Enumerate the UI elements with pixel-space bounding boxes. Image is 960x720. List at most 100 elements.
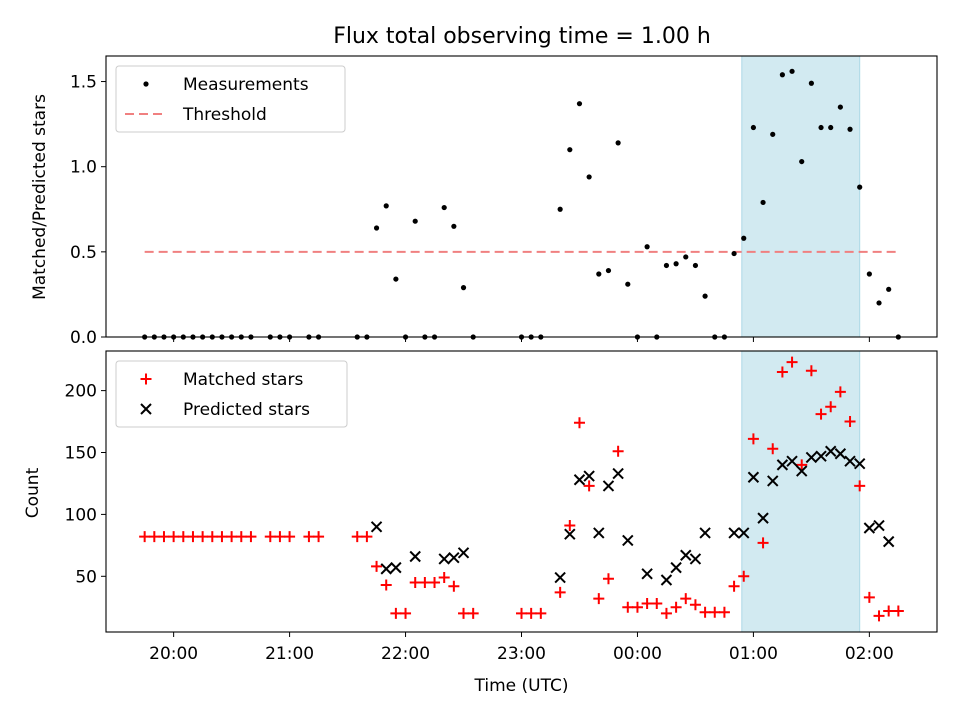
measurement-point: [412, 218, 418, 224]
predicted-point: [738, 527, 750, 539]
predicted-point: [622, 534, 634, 547]
predicted-point: [448, 552, 460, 564]
legend-box: [115, 360, 348, 428]
measurement-point: [828, 124, 834, 131]
legend-label: Predicted stars: [183, 400, 310, 420]
matched-point: [834, 386, 846, 398]
predicted-point: [380, 563, 392, 575]
matched-point: [863, 591, 875, 603]
y-tick-label: 200: [65, 382, 97, 402]
chart-title: Flux total observing time = 1.00 h: [333, 24, 711, 49]
predicted-point: [612, 467, 624, 480]
matched-point: [699, 606, 711, 618]
measurement-point: [886, 286, 892, 292]
legend-label: Matched stars: [183, 370, 303, 390]
measurement-point: [702, 293, 708, 299]
matched-point: [564, 520, 576, 532]
x-tick-label: 22:00: [381, 644, 430, 664]
y-tick-label: 0.0: [70, 328, 97, 348]
predicted-point: [825, 445, 837, 457]
measurement-point: [683, 254, 689, 260]
measurement-point: [596, 271, 602, 277]
matched-point: [631, 601, 643, 613]
matched-point: [573, 417, 585, 429]
matched-point: [873, 610, 885, 622]
measurement-point: [692, 262, 699, 269]
measurement-point: [770, 131, 776, 137]
matched-point: [805, 365, 817, 377]
measurement-point: [837, 104, 843, 110]
matched-point: [689, 599, 701, 611]
series-predicted-stars: [370, 445, 895, 586]
predicted-point: [747, 471, 760, 483]
matched-point: [303, 531, 315, 543]
count-panel: 50 100 150 200 20:00 21:00 22:00 23:00 00:00 01:0…: [23, 350, 938, 696]
measurement-point: [460, 285, 467, 291]
matched-point: [274, 531, 286, 543]
legend-box: [115, 65, 346, 133]
predicted-point: [573, 474, 586, 486]
predicted-point: [438, 553, 450, 565]
predicted-point: [457, 547, 470, 559]
x-tick-label: 23:00: [497, 644, 546, 664]
x-tick-label: 00:00: [613, 644, 662, 664]
matched-point: [390, 607, 402, 619]
predicted-point: [554, 571, 566, 584]
measurement-point: [557, 206, 563, 212]
measurement-point: [393, 276, 399, 282]
x-tick-label: 20:00: [149, 644, 198, 664]
matched-point: [448, 580, 460, 592]
matched-point: [796, 459, 808, 471]
x-axis-label: Time (UTC): [474, 676, 569, 696]
x-tick-label: 21:00: [265, 644, 314, 664]
measurement-point: [567, 147, 573, 153]
matched-point: [854, 480, 866, 492]
y-tick-label: 50: [75, 567, 97, 587]
predicted-point: [873, 519, 885, 532]
predicted-point: [815, 450, 827, 462]
legend-marker: [143, 81, 149, 87]
matched-point: [535, 607, 547, 619]
y-tick-label: 1.5: [70, 73, 97, 93]
measurement-point: [789, 68, 795, 74]
matched-point: [361, 531, 373, 543]
matched-point: [264, 531, 276, 543]
predicted-point: [882, 535, 895, 548]
measurement-point: [808, 80, 814, 86]
predicted-point: [805, 451, 818, 464]
matched-point: [245, 531, 257, 543]
matched-point: [602, 573, 614, 585]
predicted-point: [863, 522, 876, 534]
matched-point: [554, 586, 566, 598]
matched-point: [371, 560, 383, 572]
legend-label: Threshold: [182, 105, 267, 125]
matched-point: [892, 605, 904, 617]
x-tick-label: 02:00: [845, 644, 894, 664]
measurement-point: [586, 174, 592, 180]
predicted-point: [409, 550, 421, 563]
measurement-point: [731, 250, 737, 257]
legend-marker: [140, 373, 152, 385]
ratio-panel: 0.0 0.5 1.0 1.5 Matched/Predicted stars Measu…: [30, 55, 938, 348]
predicted-point: [564, 528, 576, 540]
measurement-point: [615, 140, 621, 146]
legend-label: Measurements: [183, 75, 309, 95]
predicted-point: [757, 512, 769, 524]
matched-point: [458, 607, 470, 619]
matched-point: [738, 570, 750, 582]
matched-point: [168, 531, 180, 543]
measurement-point: [876, 300, 882, 306]
matched-point: [148, 531, 160, 543]
measurement-point: [750, 124, 757, 131]
matched-point: [206, 531, 218, 543]
matched-point: [680, 593, 692, 605]
matched-point: [216, 531, 228, 543]
matched-point: [158, 531, 170, 543]
series-matched-stars: [139, 356, 904, 622]
predicted-point: [844, 455, 856, 467]
matched-point: [660, 607, 672, 619]
matched-point: [776, 366, 788, 378]
predicted-point: [786, 455, 798, 467]
measurement-point: [857, 184, 863, 190]
measurement-point: [451, 223, 457, 229]
